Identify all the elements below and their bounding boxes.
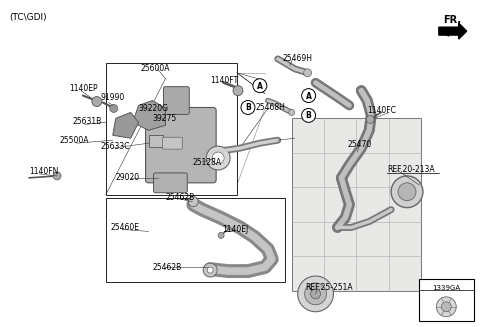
Text: REF.25-251A: REF.25-251A bbox=[306, 284, 353, 292]
Bar bbox=[292, 118, 421, 291]
Circle shape bbox=[436, 297, 456, 317]
Circle shape bbox=[298, 276, 334, 312]
Circle shape bbox=[207, 267, 213, 273]
Circle shape bbox=[391, 176, 423, 208]
Text: 1140EP: 1140EP bbox=[69, 84, 97, 93]
Text: 1140FC: 1140FC bbox=[367, 106, 396, 115]
FancyBboxPatch shape bbox=[162, 137, 182, 149]
Bar bbox=[106, 63, 237, 195]
Text: 39220G: 39220G bbox=[139, 104, 168, 113]
Text: 25633C: 25633C bbox=[101, 142, 130, 151]
Bar bbox=[106, 198, 285, 282]
Text: 1140EJ: 1140EJ bbox=[222, 225, 248, 234]
Text: 29020: 29020 bbox=[116, 173, 140, 182]
Circle shape bbox=[366, 115, 374, 123]
Text: 25462B: 25462B bbox=[153, 263, 182, 272]
Circle shape bbox=[304, 69, 312, 77]
FancyBboxPatch shape bbox=[154, 173, 187, 193]
Circle shape bbox=[301, 109, 315, 122]
Text: 25600A: 25600A bbox=[141, 64, 170, 73]
Circle shape bbox=[305, 283, 326, 305]
Bar bbox=[419, 279, 474, 321]
Text: 1339GA: 1339GA bbox=[432, 285, 460, 291]
Text: 25469H: 25469H bbox=[283, 54, 313, 63]
Text: 91990: 91990 bbox=[101, 93, 125, 102]
Text: 25468H: 25468H bbox=[256, 103, 286, 112]
Text: B: B bbox=[245, 103, 251, 112]
Text: REF.20-213A: REF.20-213A bbox=[387, 165, 435, 174]
Text: B: B bbox=[306, 112, 312, 120]
Text: 25460E: 25460E bbox=[111, 223, 140, 232]
Circle shape bbox=[188, 197, 198, 207]
Circle shape bbox=[241, 100, 255, 114]
Text: A: A bbox=[257, 82, 263, 91]
Circle shape bbox=[288, 110, 295, 115]
Polygon shape bbox=[113, 112, 139, 138]
Text: 25500A: 25500A bbox=[59, 136, 88, 145]
Text: 25631B: 25631B bbox=[73, 117, 102, 126]
Circle shape bbox=[110, 105, 118, 112]
Circle shape bbox=[398, 183, 416, 201]
FancyBboxPatch shape bbox=[145, 108, 216, 183]
Text: A: A bbox=[306, 92, 312, 101]
Text: 25470: 25470 bbox=[348, 140, 372, 149]
Circle shape bbox=[441, 302, 451, 312]
Bar bbox=[148, 135, 164, 147]
Text: FR.: FR. bbox=[443, 15, 461, 25]
Circle shape bbox=[203, 263, 217, 277]
Text: 25462B: 25462B bbox=[166, 193, 195, 202]
Circle shape bbox=[92, 96, 102, 107]
Circle shape bbox=[301, 89, 315, 103]
Circle shape bbox=[311, 289, 321, 299]
Polygon shape bbox=[132, 100, 166, 130]
Circle shape bbox=[253, 79, 267, 93]
FancyBboxPatch shape bbox=[164, 87, 189, 114]
Polygon shape bbox=[439, 23, 467, 39]
Text: 39275: 39275 bbox=[153, 114, 177, 123]
Circle shape bbox=[53, 172, 61, 180]
Text: 1140FN: 1140FN bbox=[29, 167, 59, 177]
Text: 25128A: 25128A bbox=[192, 158, 221, 166]
Circle shape bbox=[233, 86, 243, 95]
Circle shape bbox=[218, 232, 224, 238]
Circle shape bbox=[212, 152, 224, 164]
Text: (TC\GDI): (TC\GDI) bbox=[9, 13, 47, 22]
Circle shape bbox=[206, 146, 230, 170]
Text: 1140FT: 1140FT bbox=[210, 76, 238, 85]
